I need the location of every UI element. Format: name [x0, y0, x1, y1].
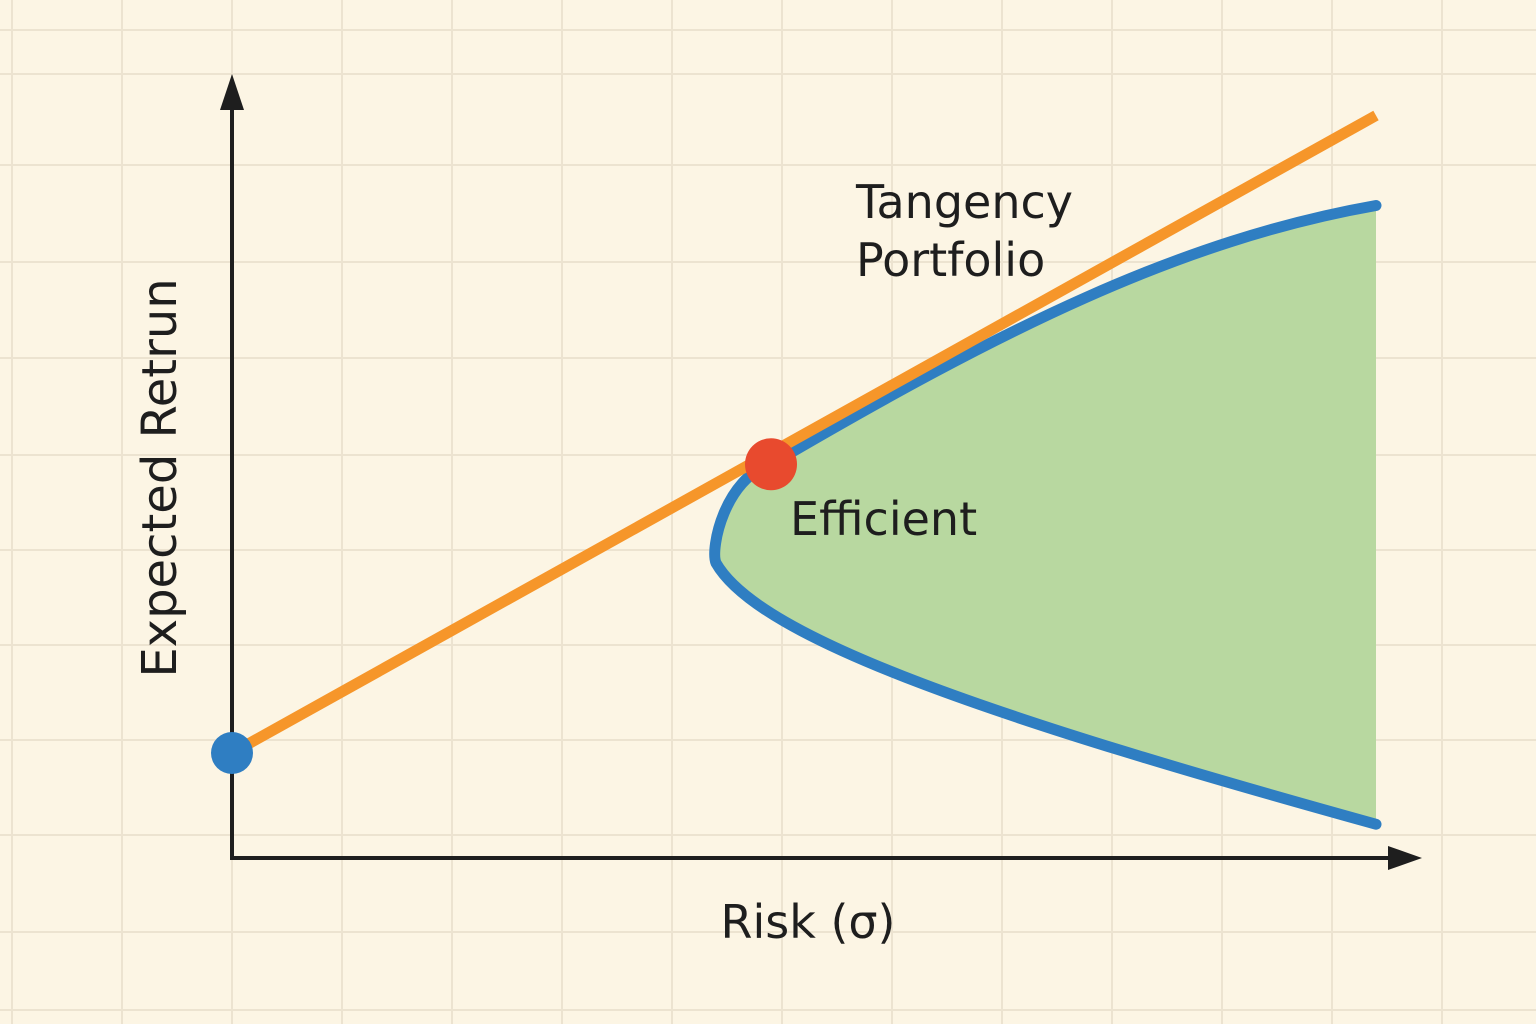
tangency-label-line2: Portfolio — [856, 233, 1045, 287]
efficient-region-label: Efficient — [790, 492, 977, 546]
x-axis-label: Risk (σ) — [720, 895, 895, 949]
tangency-label-line1: Tangency — [855, 175, 1073, 229]
y-axis-label: Expected Retrun — [132, 278, 188, 677]
risk-free-point — [211, 732, 253, 774]
axes — [220, 74, 1422, 870]
capital-market-line — [229, 110, 1379, 758]
efficient-region — [714, 205, 1376, 825]
efficient-frontier-curve — [709, 200, 1382, 830]
x-axis-arrowhead — [1388, 846, 1422, 870]
tangency-portfolio-point — [745, 438, 797, 491]
y-axis-arrowhead — [220, 74, 244, 110]
